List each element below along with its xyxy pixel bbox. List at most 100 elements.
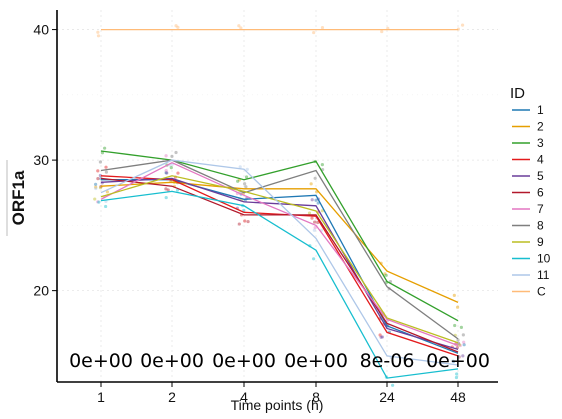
data-point: [164, 154, 168, 158]
data-point: [243, 219, 247, 223]
series-line-11: [100, 159, 459, 366]
data-point: [96, 30, 100, 34]
p-value-label: 0e+00: [284, 350, 348, 372]
x-tick-label: 24: [379, 389, 395, 405]
legend-label: 6: [537, 186, 544, 200]
x-tick-label: 2: [168, 389, 176, 405]
legend-item-1: 1: [512, 103, 544, 117]
p-value-label: 0e+00: [140, 350, 204, 372]
data-point: [174, 24, 178, 28]
data-point: [244, 175, 249, 179]
legend: ID 1 2 3 4 5 6 7 8 9 10 11 C: [510, 85, 551, 299]
data-point: [313, 226, 317, 230]
data-point: [93, 197, 97, 201]
series-line-7: [100, 161, 459, 347]
p-value-label: 0e+00: [69, 350, 133, 372]
data-point: [170, 154, 174, 158]
data-point: [100, 151, 105, 155]
data-point: [379, 335, 383, 339]
data-point: [380, 29, 384, 34]
data-point: [457, 355, 461, 359]
data-point: [462, 343, 466, 347]
p-value-label: 0e+00: [426, 350, 490, 372]
grid: [57, 10, 498, 382]
series-line-1: [101, 179, 459, 354]
data-point: [451, 359, 455, 363]
data-point: [164, 171, 168, 175]
legend-item-6: 6: [512, 186, 544, 200]
data-point: [383, 272, 387, 276]
data-point: [461, 354, 465, 358]
p-value-label: 8e-06: [360, 350, 415, 372]
data-point: [384, 273, 388, 277]
legend-label: 4: [537, 153, 544, 167]
data-point: [310, 198, 314, 202]
data-point: [94, 185, 98, 189]
data-point: [96, 200, 100, 204]
x-tick-label: 48: [450, 389, 466, 405]
data-point: [378, 333, 382, 337]
data-point: [309, 182, 313, 186]
data-point: [316, 220, 320, 225]
data-point: [105, 190, 109, 194]
data-point: [164, 187, 168, 191]
legend-item-9: 9: [512, 235, 544, 249]
series-line-2: [100, 181, 459, 303]
legend-label: 9: [537, 235, 544, 249]
legend-item-10: 10: [512, 252, 551, 266]
legend-item-4: 4: [512, 153, 544, 167]
data-point: [244, 185, 248, 189]
p-value-annotations: 0e+00 0e+00 0e+00 0e+00 8e-06 0e+00: [69, 350, 490, 372]
series-line-6: [100, 177, 459, 353]
data-point: [238, 165, 242, 169]
data-point: [457, 354, 461, 359]
data-point: [97, 200, 101, 204]
data-point: [316, 201, 320, 205]
data-point: [307, 211, 312, 215]
data-point: [452, 293, 456, 297]
data-point: [176, 25, 180, 29]
data-point: [164, 169, 168, 173]
legend-item-11: 11: [512, 268, 550, 282]
legend-label: 7: [537, 202, 544, 216]
data-point: [94, 186, 98, 191]
data-point: [104, 204, 108, 209]
data-point: [237, 222, 241, 226]
data-point: [460, 23, 465, 27]
data-point: [94, 182, 98, 186]
data-point: [96, 34, 101, 38]
data-point: [320, 163, 324, 167]
data-point: [455, 372, 459, 376]
data-point: [245, 167, 249, 171]
data-point: [96, 169, 100, 173]
data-point: [451, 359, 456, 364]
legend-item-3: 3: [512, 136, 544, 150]
series-line-8: [100, 159, 459, 340]
legend-label: C: [537, 285, 546, 299]
data-point: [456, 338, 460, 342]
legend-label: 2: [537, 120, 544, 134]
data-point: [237, 24, 241, 28]
y-tick-label: 30: [33, 152, 49, 168]
legend-item-8: 8: [512, 219, 544, 233]
data-point: [310, 216, 314, 220]
data-point: [165, 171, 169, 175]
data-point: [312, 228, 316, 232]
series-line-9: [100, 175, 459, 344]
data-point: [313, 220, 317, 224]
data-point: [458, 343, 462, 348]
y-tick-label: 40: [33, 22, 49, 38]
data-point: [243, 182, 247, 186]
data-point: [454, 375, 459, 380]
data-point: [174, 150, 178, 155]
legend-item-c: C: [512, 285, 546, 299]
x-tick-label: 8: [312, 389, 320, 405]
legend-title: ID: [510, 85, 525, 102]
x-tick-label: 1: [97, 389, 105, 405]
legend-label: 3: [537, 136, 544, 150]
data-point: [312, 30, 316, 35]
data-point: [236, 179, 240, 183]
data-point: [239, 26, 243, 30]
